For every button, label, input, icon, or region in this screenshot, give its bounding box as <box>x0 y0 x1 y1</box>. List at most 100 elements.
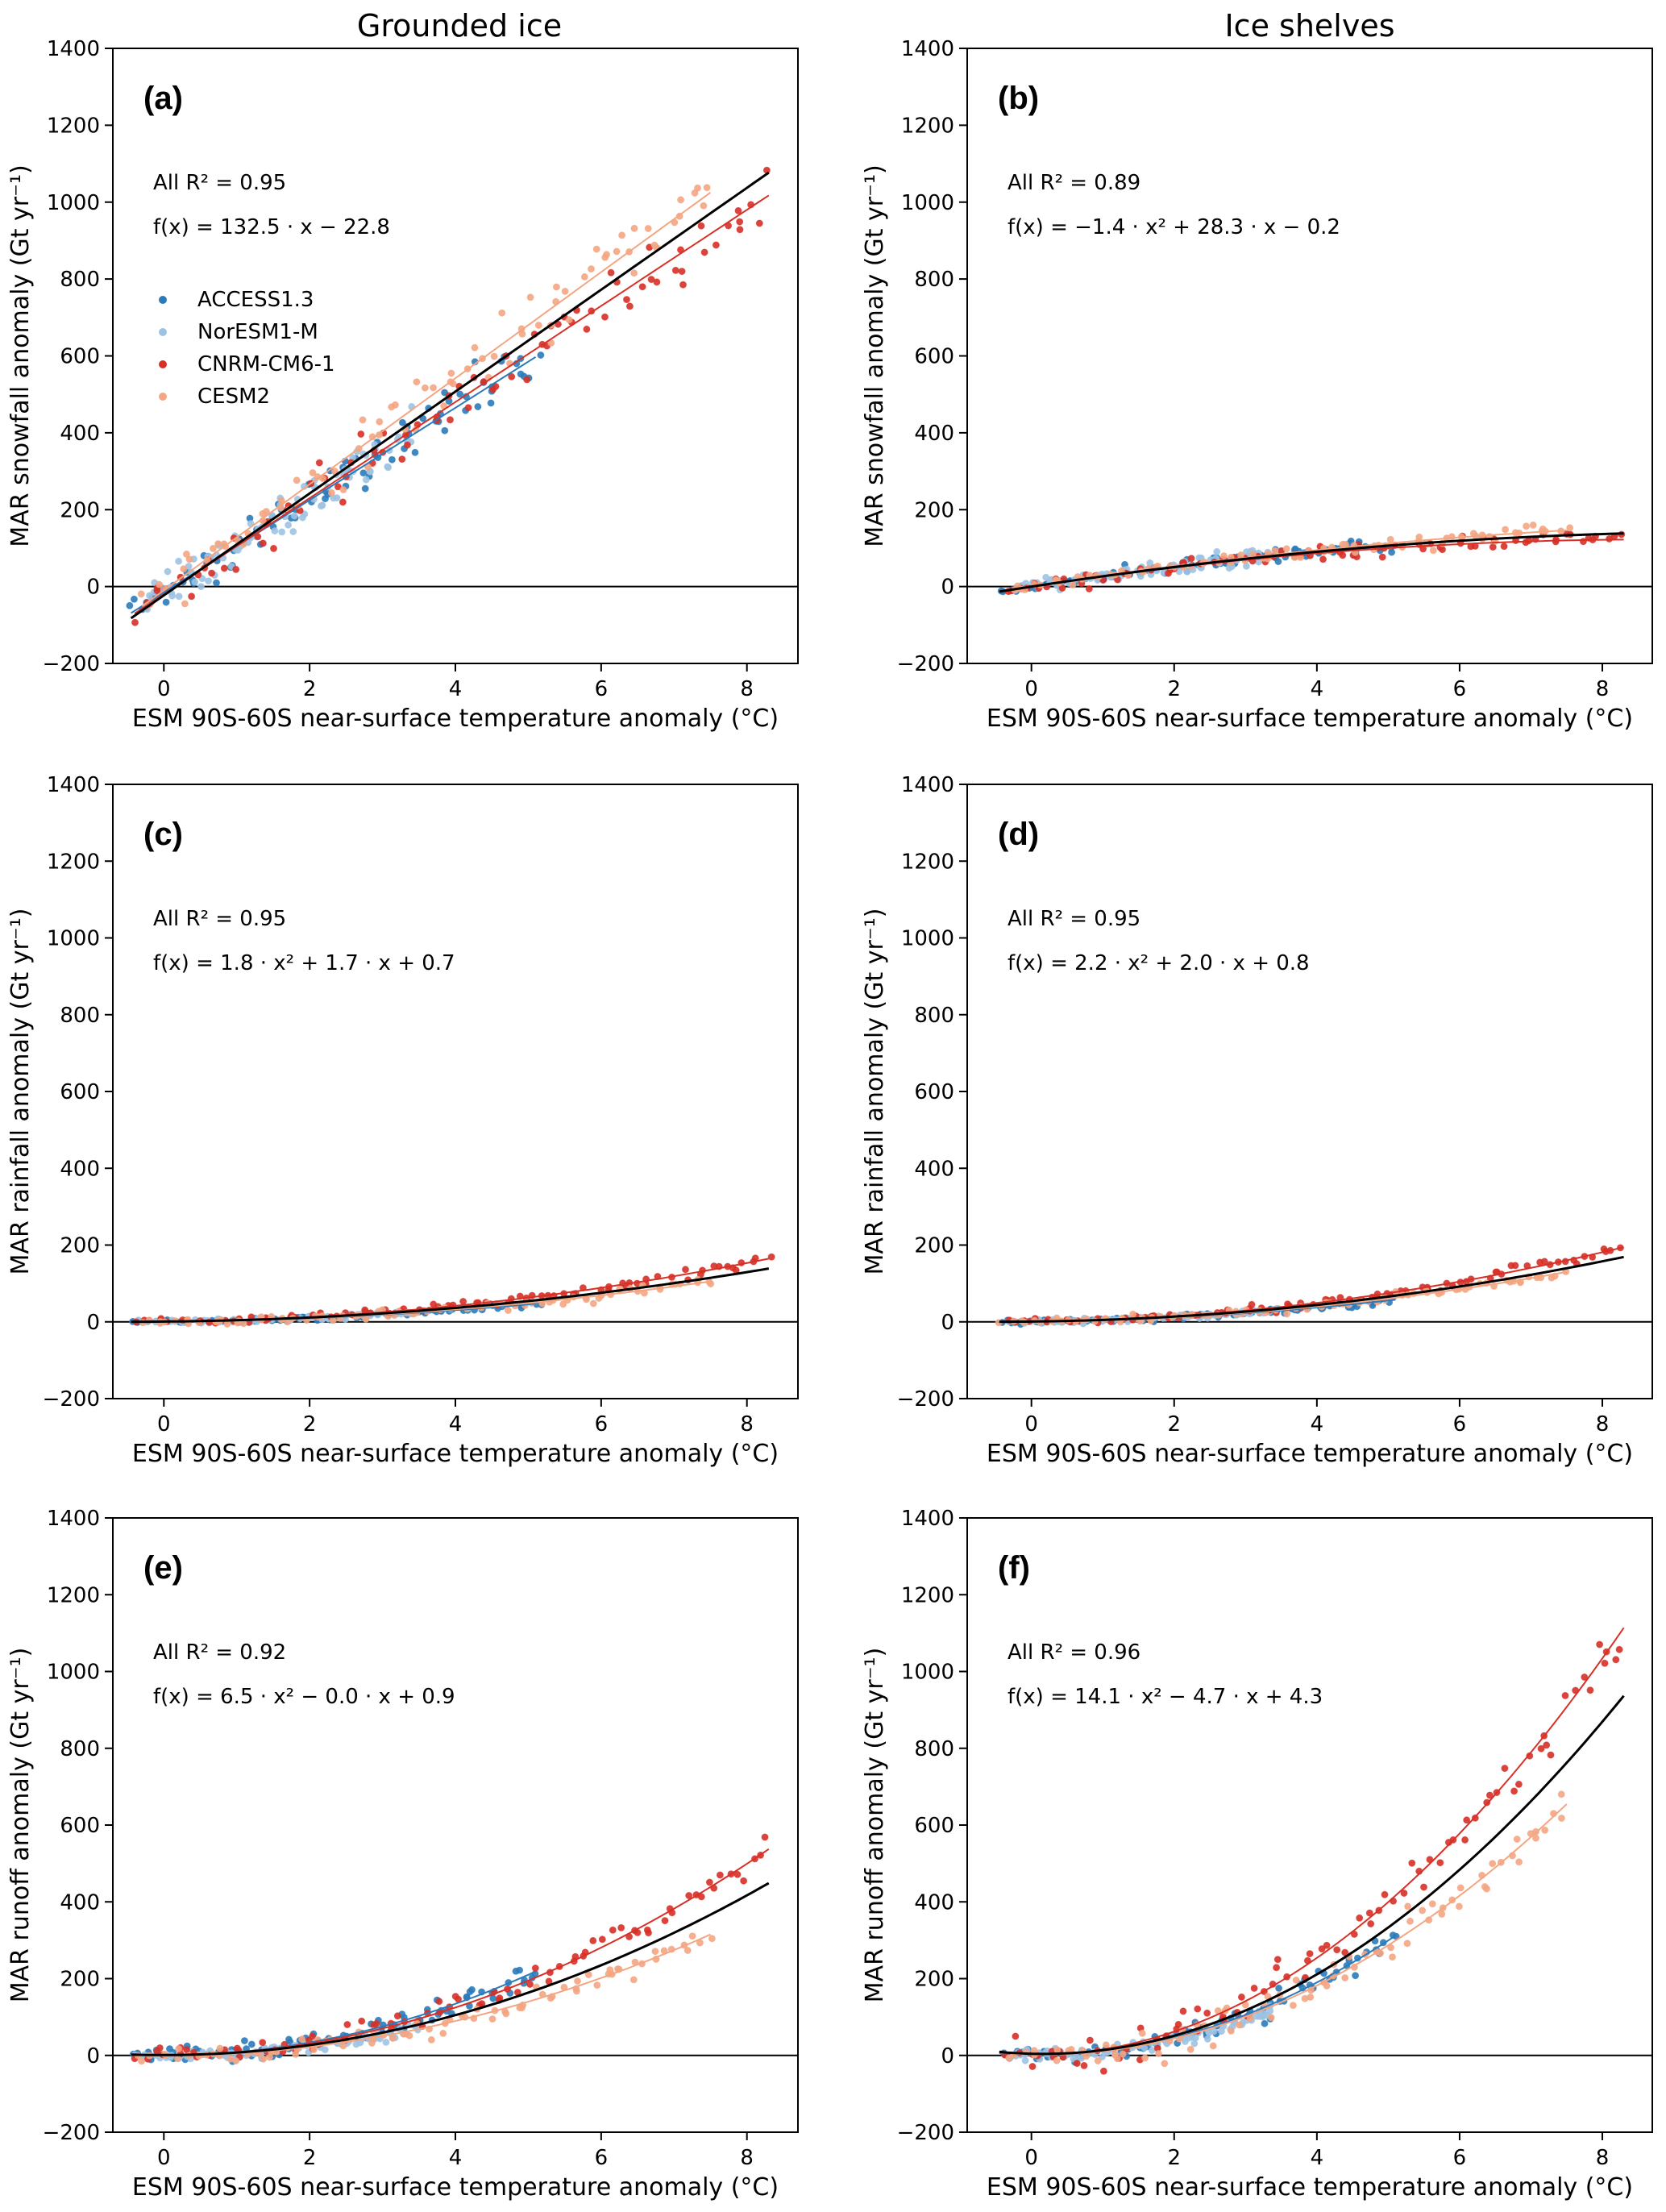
data-point-cesm2 <box>1541 1826 1549 1834</box>
data-point-cnrm-cm6-1 <box>156 2044 164 2052</box>
data-point-cnrm-cm6-1 <box>259 539 267 547</box>
data-point-cnrm-cm6-1 <box>1547 1751 1555 1759</box>
data-point-noresm1-m <box>1218 2027 1225 2035</box>
data-point-cesm2 <box>309 469 317 476</box>
data-point-cesm2 <box>1406 1917 1414 1925</box>
data-point-cesm2 <box>1186 2045 1194 2053</box>
data-point-cnrm-cm6-1 <box>398 455 406 464</box>
data-point-access1-3 <box>240 2037 248 2045</box>
scatter-layer <box>129 1833 770 2065</box>
data-point-noresm1-m <box>175 592 183 601</box>
data-point-cnrm-cm6-1 <box>435 1998 443 2006</box>
data-point-cesm2 <box>572 1987 580 1995</box>
panel-f-shelves-runoff: 0 2 4 6 8 −200 0 200 400 600 800 1000 1200 1400 ESM 90… <box>861 1507 1653 2202</box>
data-point-cesm2 <box>339 486 347 493</box>
data-point-cnrm-cm6-1 <box>1537 1744 1545 1753</box>
data-point-cnrm-cm6-1 <box>700 248 708 256</box>
data-point-cesm2 <box>1523 522 1531 530</box>
data-point-cesm2 <box>362 1315 370 1323</box>
data-point-cnrm-cm6-1 <box>712 241 720 249</box>
data-point-cnrm-cm6-1 <box>1273 1956 1282 1964</box>
x-tick-label: 0 <box>1024 2146 1038 2170</box>
y-tick-label: 200 <box>914 1234 954 1258</box>
data-point-cnrm-cm6-1 <box>645 1929 652 1937</box>
data-point-cesm2 <box>1386 535 1394 543</box>
data-point-cnrm-cm6-1 <box>1543 1741 1551 1749</box>
data-point-noresm1-m <box>1213 547 1221 555</box>
data-point-cnrm-cm6-1 <box>697 1893 705 1901</box>
data-point-noresm1-m <box>289 528 297 535</box>
data-point-cnrm-cm6-1 <box>1085 584 1093 592</box>
fit-line-cesm2 <box>1010 1803 1568 2056</box>
data-point-cnrm-cm6-1 <box>705 1878 713 1886</box>
x-tick-label: 8 <box>1596 677 1610 701</box>
fit-line-cnrm-cm6-1 <box>1003 1246 1624 1323</box>
data-point-cesm2 <box>490 352 498 360</box>
data-point-cnrm-cm6-1 <box>638 283 646 291</box>
data-point-cnrm-cm6-1 <box>1187 555 1195 563</box>
x-tick-label: 2 <box>303 1412 317 1437</box>
y-tick-label: 1400 <box>47 1507 100 1531</box>
data-point-cnrm-cm6-1 <box>685 1892 693 1899</box>
data-point-cnrm-cm6-1 <box>625 302 634 310</box>
data-point-cnrm-cm6-1 <box>740 1877 748 1885</box>
legend-label-cnrm-cm6-1: CNRM-CM6-1 <box>197 352 335 376</box>
y-tick-label: 1200 <box>901 850 954 874</box>
data-point-cnrm-cm6-1 <box>526 1981 534 1988</box>
data-point-cnrm-cm6-1 <box>1073 2060 1081 2068</box>
data-point-cnrm-cm6-1 <box>734 206 742 214</box>
y-tick-label: 1000 <box>47 191 100 215</box>
y-tick-label: 1400 <box>901 1507 954 1531</box>
data-point-noresm1-m <box>191 578 199 586</box>
data-point-access1-3 <box>456 390 464 398</box>
data-point-cesm2 <box>1456 1884 1465 1892</box>
data-point-cesm2 <box>1566 524 1574 532</box>
fit-equation: f(x) = 14.1 · x² − 4.7 · x + 4.3 <box>1007 1685 1323 1709</box>
data-point-cnrm-cm6-1 <box>682 1266 689 1274</box>
data-point-cnrm-cm6-1 <box>1058 584 1066 592</box>
y-tick-label: 400 <box>60 422 100 446</box>
data-point-noresm1-m <box>1210 2027 1218 2035</box>
data-point-cnrm-cm6-1 <box>334 483 342 491</box>
data-point-cnrm-cm6-1 <box>761 1833 769 1841</box>
x-tick-label: 6 <box>595 2146 609 2170</box>
data-point-cnrm-cm6-1 <box>259 2039 267 2047</box>
fit-line-cesm2 <box>142 1933 711 2056</box>
data-point-cesm2 <box>574 1977 581 1985</box>
data-point-cnrm-cm6-1 <box>1500 543 1508 551</box>
data-point-cnrm-cm6-1 <box>1581 1674 1589 1681</box>
fit-line-cesm2 <box>141 191 712 607</box>
y-tick-label: 1400 <box>901 37 954 61</box>
data-point-cesm2 <box>1283 1310 1291 1318</box>
data-point-cnrm-cm6-1 <box>232 565 240 573</box>
legend-label-noresm1-m: NorESM1-M <box>197 320 318 344</box>
data-point-cesm2 <box>630 224 638 232</box>
y-tick-label: −200 <box>43 1387 100 1412</box>
y-tick-label: 1400 <box>901 773 954 797</box>
legend-marker-cesm2 <box>159 393 167 401</box>
data-point-cnrm-cm6-1 <box>343 2021 351 2028</box>
r2-annotation: All R² = 0.92 <box>153 1640 286 1665</box>
y-tick-label: 1400 <box>47 37 100 61</box>
x-tick-label: 2 <box>303 677 317 701</box>
data-point-cesm2 <box>1403 1940 1411 1948</box>
data-point-cnrm-cm6-1 <box>1461 1836 1469 1844</box>
data-point-cnrm-cm6-1 <box>464 404 472 412</box>
data-point-cnrm-cm6-1 <box>447 416 454 424</box>
y-tick-label: −200 <box>897 1387 954 1412</box>
data-point-cesm2 <box>209 544 217 552</box>
y-tick-label: 800 <box>60 268 100 292</box>
y-tick-label: 800 <box>60 1004 100 1028</box>
data-point-cesm2 <box>1161 2060 1169 2068</box>
data-point-cesm2 <box>1271 547 1279 555</box>
x-axis-label: ESM 90S-60S near-surface temperature ano… <box>132 2173 779 2202</box>
y-tick-label: 800 <box>60 1737 100 1761</box>
data-point-cesm2 <box>1209 2042 1217 2050</box>
r2-annotation: All R² = 0.89 <box>1007 171 1140 195</box>
data-point-noresm1-m <box>321 2046 329 2054</box>
data-point-cesm2 <box>376 418 384 426</box>
data-point-cesm2 <box>1237 551 1245 559</box>
panel-c-grounded-rainfall: 0 2 4 6 8 −200 0 200 400 600 800 1000 1200 1400 ESM 90… <box>6 773 799 1468</box>
y-axis-label: MAR runoff anomaly (Gt yr⁻¹) <box>6 1648 35 2003</box>
data-point-cesm2 <box>1227 2027 1235 2035</box>
